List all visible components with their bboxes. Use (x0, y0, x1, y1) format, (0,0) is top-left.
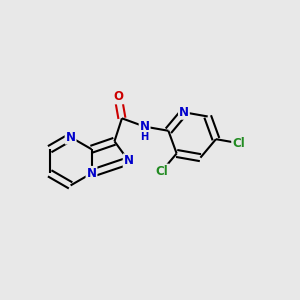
Text: N: N (86, 167, 97, 180)
Text: N: N (66, 130, 76, 144)
Text: N: N (179, 106, 189, 119)
Text: Cl: Cl (232, 136, 245, 150)
Text: H: H (140, 132, 149, 142)
Text: Cl: Cl (155, 164, 168, 178)
Text: N: N (140, 120, 150, 133)
Text: O: O (113, 90, 123, 104)
Text: N: N (124, 154, 134, 167)
